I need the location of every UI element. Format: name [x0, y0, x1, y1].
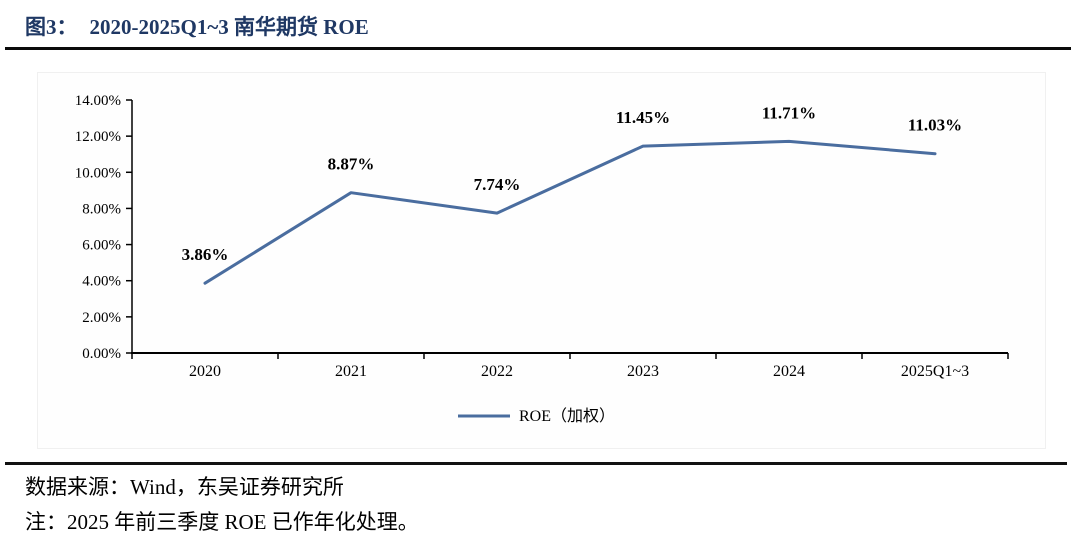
data-point-label: 7.74%	[474, 175, 521, 194]
data-source-text: 数据来源：Wind，东吴证券研究所	[25, 475, 344, 499]
y-axis-tick-label: 0.00%	[82, 346, 121, 362]
footer-divider-rule	[5, 462, 1067, 465]
figure-title-text: 2020-2025Q1~3 南华期货 ROE	[89, 15, 369, 39]
y-axis-tick-label: 2.00%	[82, 310, 121, 326]
roe-line-chart: 0.00% 2.00% 4.00% 6.00% 8.00% 10.00% 12.00% 14.…	[37, 72, 1046, 449]
y-axis-tick-label: 4.00%	[82, 274, 121, 290]
y-axis-tick-label: 6.00%	[82, 238, 121, 254]
y-axis-tick-label: 10.00%	[75, 165, 121, 181]
x-axis-category-label: 2024	[773, 363, 805, 380]
data-point-label: 8.87%	[328, 155, 375, 174]
title-divider-rule	[5, 47, 1071, 50]
figure-number-label: 图3：	[25, 15, 78, 39]
note-text: 注：2025 年前三季度 ROE 已作年化处理。	[25, 510, 419, 534]
x-axis-category-label: 2021	[335, 363, 367, 380]
x-axis-category-label: 2025Q1~3	[901, 363, 969, 380]
x-axis-category-label: 2020	[189, 363, 221, 380]
figure-footer: 数据来源：Wind，东吴证券研究所 注：2025 年前三季度 ROE 已作年化处…	[25, 470, 419, 540]
figure-title: 图3： 2020-2025Q1~3 南华期货 ROE	[25, 11, 369, 41]
legend-label: ROE（加权）	[519, 407, 615, 425]
data-point-label: 3.86%	[182, 245, 229, 264]
data-point-label: 11.71%	[762, 103, 816, 122]
y-axis-tick-label: 12.00%	[75, 129, 121, 145]
data-point-label: 11.03%	[908, 116, 962, 135]
data-point-label: 11.45%	[616, 108, 670, 127]
x-axis-category-label: 2022	[481, 363, 513, 380]
roe-line-chart-svg: 0.00% 2.00% 4.00% 6.00% 8.00% 10.00% 12.00% 14.…	[75, 93, 1009, 425]
y-axis-tick-label: 14.00%	[75, 93, 121, 109]
y-axis-tick-label: 8.00%	[82, 201, 121, 217]
x-axis-category-label: 2023	[627, 363, 659, 380]
roe-series-line	[203, 139, 937, 285]
